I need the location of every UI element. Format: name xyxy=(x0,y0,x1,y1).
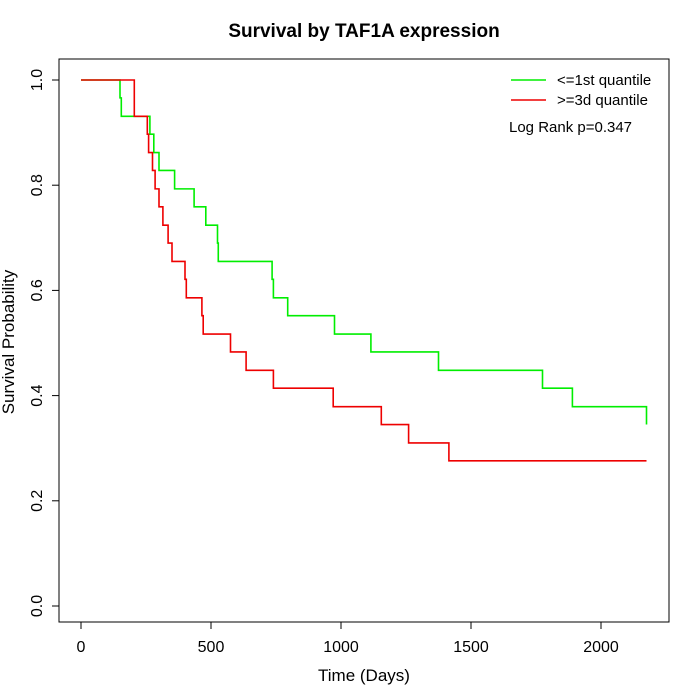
y-axis: 0.0 0.2 0.4 0.6 0.8 1.0 xyxy=(29,69,60,617)
y-tick-label: 0.8 xyxy=(29,174,46,196)
x-axis: 0 500 1000 1500 2000 xyxy=(77,621,619,656)
log-rank-annotation: Log Rank p=0.347 xyxy=(509,119,632,136)
survival-curves xyxy=(81,79,648,462)
y-tick-label: 1.0 xyxy=(29,69,46,91)
legend-label: <=1st quantile xyxy=(557,72,651,89)
y-tick-label: 0.2 xyxy=(29,490,46,512)
survival-curve-2 xyxy=(81,79,647,462)
plot-frame xyxy=(58,58,670,623)
legend-label: >=3d quantile xyxy=(557,92,648,109)
x-tick-label: 500 xyxy=(198,639,225,656)
chart-title: Survival by TAF1A expression xyxy=(228,21,499,42)
y-axis-label: Survival Probability xyxy=(0,269,18,414)
x-tick-label: 0 xyxy=(77,639,86,656)
survival-curve-1 xyxy=(81,79,648,425)
x-tick-label: 2000 xyxy=(583,639,619,656)
x-axis-label: Time (Days) xyxy=(318,666,410,685)
y-tick-label: 0.4 xyxy=(29,384,46,406)
y-tick-label: 0.6 xyxy=(29,279,46,301)
x-tick-label: 1500 xyxy=(453,639,489,656)
y-tick-label: 0.0 xyxy=(29,595,46,617)
legend: <=1st quantile >=3d quantile xyxy=(511,72,651,109)
x-tick-label: 1000 xyxy=(323,639,359,656)
